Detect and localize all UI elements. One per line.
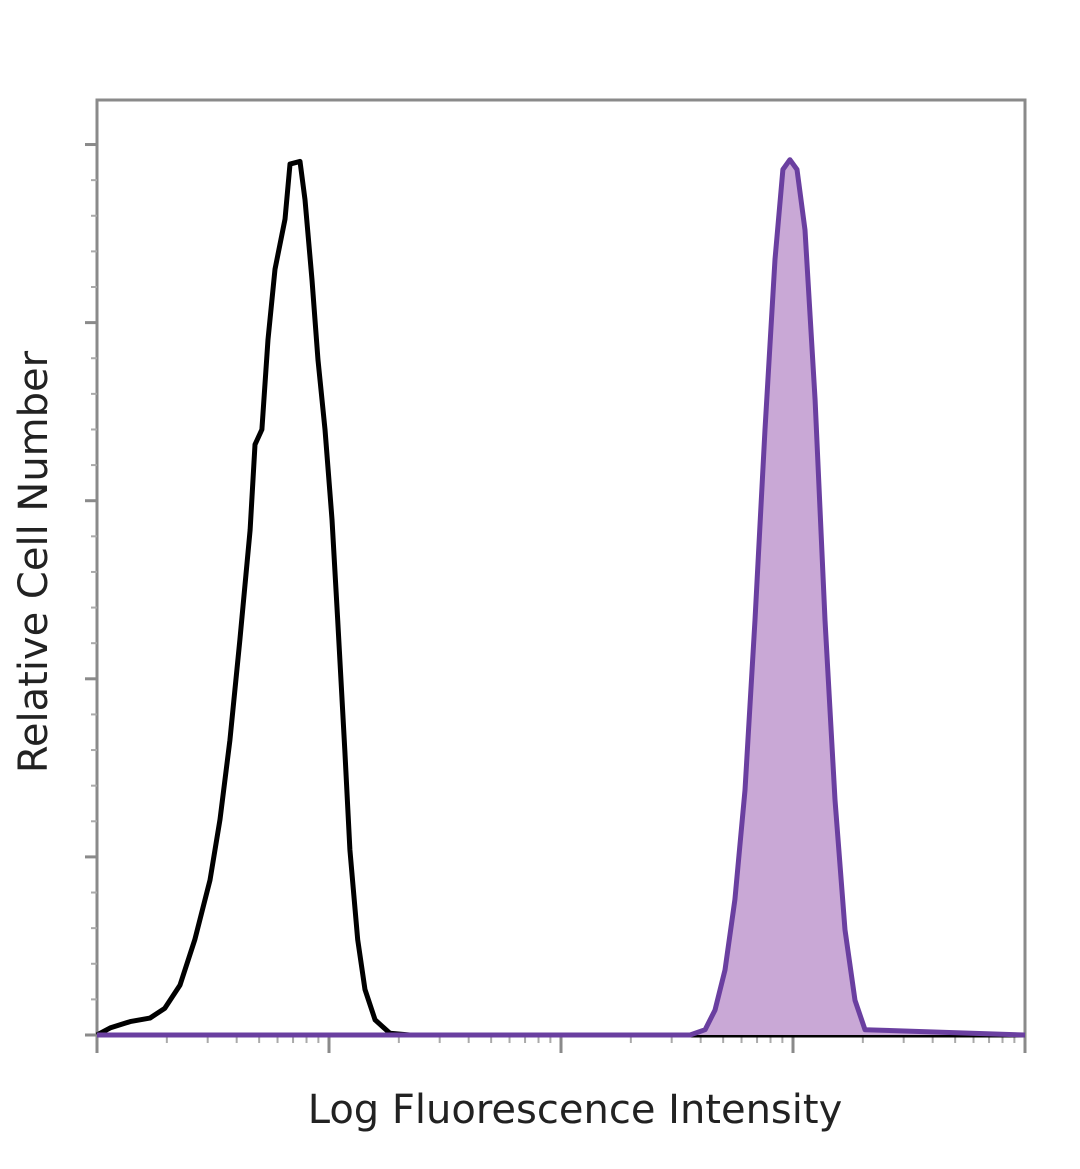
histogram-line — [97, 157, 1026, 1038]
plot-frame — [95, 98, 1027, 1037]
histogram-fill — [97, 159, 1025, 1035]
histogram-line — [95, 158, 1025, 1038]
x-axis-label: Log Fluorescence Intensity — [308, 1087, 843, 1133]
y-axis-label: Relative Cell Number — [11, 350, 57, 773]
